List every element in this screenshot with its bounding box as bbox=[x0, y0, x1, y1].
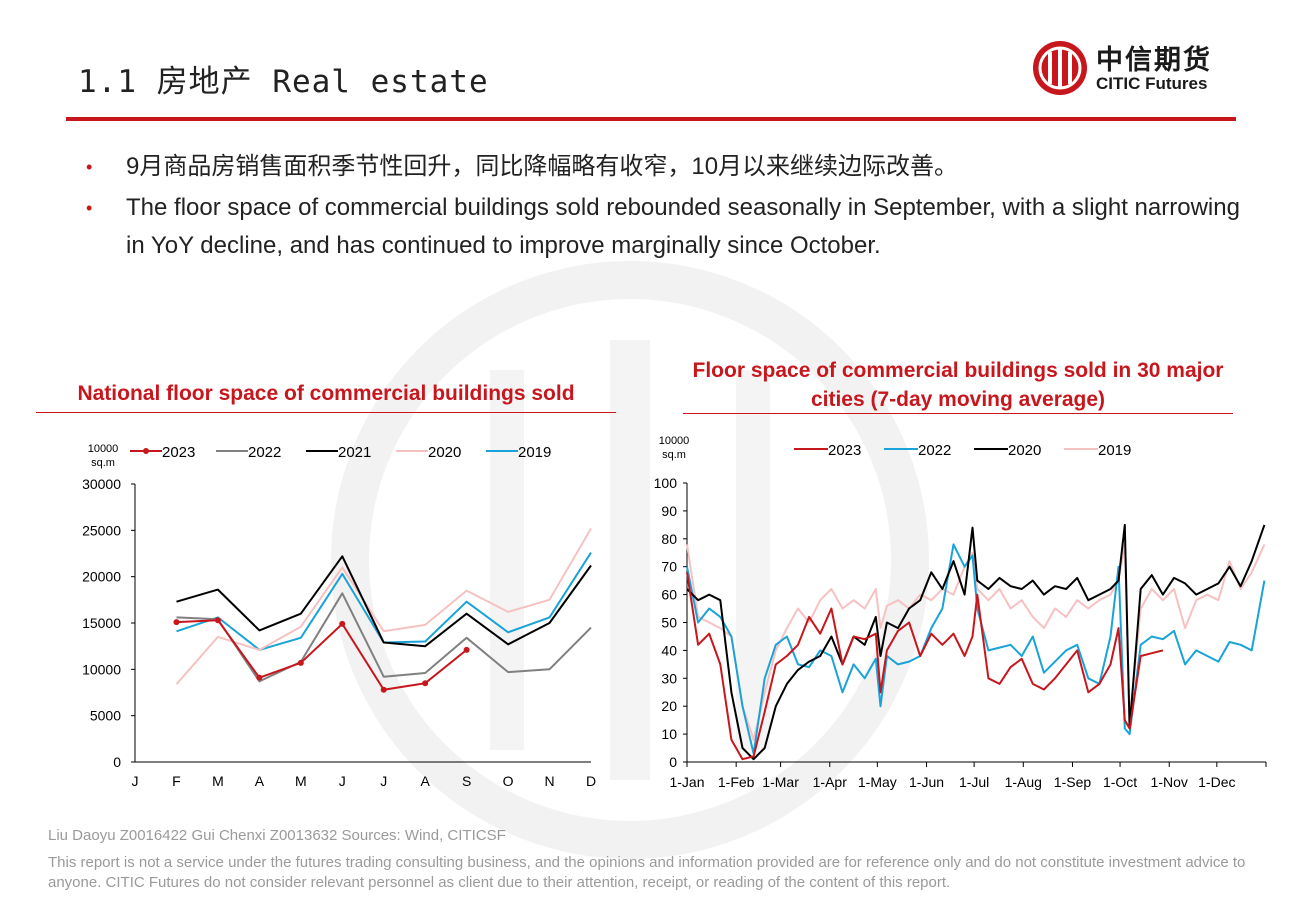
legend-label-2019: 2019 bbox=[518, 444, 551, 461]
y-tick-label: 0 bbox=[113, 754, 121, 770]
bullet-text-en: The floor space of commercial buildings … bbox=[126, 194, 1240, 259]
y-tick-label: 80 bbox=[661, 531, 677, 547]
data-point-2023 bbox=[380, 686, 387, 693]
data-point-2023 bbox=[339, 620, 346, 627]
citic-logo: 中信期货 CITIC Futures bbox=[1030, 38, 1240, 98]
title-divider bbox=[66, 117, 1236, 121]
chart-title-rule-left bbox=[36, 412, 616, 413]
x-tick-label: 1-Jan bbox=[669, 774, 704, 790]
y-tick-label: 90 bbox=[661, 503, 677, 519]
footer-source: Liu Daoyu Z0016422 Gui Chenxi Z0013632 S… bbox=[48, 827, 506, 844]
y-tick-label: 15000 bbox=[82, 615, 121, 631]
x-tick-label: 1-Oct bbox=[1103, 774, 1137, 790]
x-tick-label: M bbox=[295, 773, 307, 789]
chart-title-national: National floor space of commercial build… bbox=[77, 382, 575, 405]
y-tick-label: 20000 bbox=[82, 569, 121, 585]
logo-english-text: CITIC Futures bbox=[1096, 74, 1208, 93]
series-line-2023 bbox=[686, 572, 1164, 761]
y-tick-label: 50 bbox=[661, 615, 677, 631]
data-point-2023 bbox=[256, 674, 263, 681]
y-tick-label: 30 bbox=[661, 670, 677, 686]
y-tick-label: 0 bbox=[669, 754, 677, 770]
bullet-text-cn: 9月商品房销售面积季节性回升，同比降幅略有收窄，10月以来继续边际改善。 bbox=[126, 153, 959, 180]
data-point-2023 bbox=[297, 659, 304, 666]
x-tick-label: 1-Jun bbox=[909, 774, 944, 790]
x-tick-label: 1-Aug bbox=[1005, 774, 1042, 790]
legend-label-2022: 2022 bbox=[918, 442, 951, 459]
x-tick-label: J bbox=[380, 773, 387, 789]
x-tick-label: F bbox=[172, 773, 181, 789]
x-tick-label: 1-May bbox=[858, 774, 897, 790]
data-point-2023 bbox=[173, 619, 180, 626]
x-tick-label: S bbox=[462, 773, 471, 789]
legend-label-2021: 2021 bbox=[338, 444, 371, 461]
bullet-dot: • bbox=[86, 157, 93, 177]
page-title: 1.1 房地产 Real estate bbox=[78, 64, 489, 100]
x-tick-label: D bbox=[586, 773, 596, 789]
x-tick-label: 1-Apr bbox=[813, 774, 848, 790]
y-tick-label: 100 bbox=[654, 475, 678, 491]
x-tick-label: 1-Mar bbox=[762, 774, 799, 790]
x-tick-label: A bbox=[255, 773, 265, 789]
series-line-2021 bbox=[176, 555, 592, 648]
x-tick-label: 1-Feb bbox=[718, 774, 755, 790]
y-unit-label: sq.m bbox=[91, 457, 115, 469]
y-unit-label: sq.m bbox=[662, 449, 686, 461]
y-unit-label: 10000 bbox=[88, 443, 119, 455]
y-tick-label: 60 bbox=[661, 587, 677, 603]
y-tick-label: 30000 bbox=[82, 476, 121, 492]
y-tick-label: 20 bbox=[661, 698, 677, 714]
chart-title-rule-right bbox=[683, 413, 1233, 414]
legend-label-2019: 2019 bbox=[1098, 442, 1131, 459]
legend-label-2020: 2020 bbox=[1008, 442, 1041, 459]
legend-label-2022: 2022 bbox=[248, 444, 281, 461]
series-line-2020 bbox=[686, 523, 1266, 761]
logo-chinese-text: 中信期货 bbox=[1096, 45, 1212, 76]
y-tick-label: 25000 bbox=[82, 522, 121, 538]
series-line-2019 bbox=[686, 543, 1266, 741]
legend-marker-2023 bbox=[143, 448, 149, 454]
x-tick-label: J bbox=[339, 773, 346, 789]
x-tick-label: M bbox=[212, 773, 224, 789]
x-tick-label: N bbox=[544, 773, 554, 789]
x-tick-label: J bbox=[132, 773, 139, 789]
x-tick-label: O bbox=[503, 773, 514, 789]
series-line-2020 bbox=[175, 527, 592, 685]
legend-label-2020: 2020 bbox=[428, 444, 461, 461]
x-tick-label: 1-Jul bbox=[959, 774, 989, 790]
series-line-2022 bbox=[176, 592, 592, 683]
y-tick-label: 70 bbox=[661, 559, 677, 575]
x-tick-label: 1-Nov bbox=[1151, 774, 1188, 790]
series-line-2022 bbox=[686, 543, 1266, 755]
y-tick-label: 40 bbox=[661, 642, 677, 658]
series-line-2023 bbox=[176, 619, 468, 691]
bullet-dot: • bbox=[86, 198, 93, 218]
chart-title-30-cities: Floor space of commercial buildings sold… bbox=[692, 359, 1224, 411]
legend-label-2023: 2023 bbox=[828, 442, 861, 459]
footer-disclaimer: This report is not a service under the f… bbox=[48, 854, 1246, 891]
citic-logo-icon bbox=[1033, 41, 1087, 95]
bullet-list: • 9月商品房销售面积季节性回升，同比降幅略有收窄，10月以来继续边际改善。 •… bbox=[86, 148, 1246, 268]
x-tick-label: 1-Dec bbox=[1198, 774, 1235, 790]
bullet-item-en: • The floor space of commercial building… bbox=[86, 189, 1246, 265]
y-unit-label: 10000 bbox=[659, 435, 690, 447]
x-tick-label: A bbox=[421, 773, 431, 789]
y-tick-label: 5000 bbox=[90, 708, 121, 724]
bullet-item-cn: • 9月商品房销售面积季节性回升，同比降幅略有收窄，10月以来继续边际改善。 bbox=[86, 148, 1246, 186]
x-tick-label: 1-Sep bbox=[1054, 774, 1092, 790]
series-line-2019 bbox=[176, 552, 592, 651]
data-point-2023 bbox=[463, 646, 470, 653]
y-tick-label: 10 bbox=[661, 726, 677, 742]
data-point-2023 bbox=[422, 680, 429, 687]
legend-label-2023: 2023 bbox=[162, 444, 195, 461]
y-tick-label: 10000 bbox=[82, 661, 121, 677]
data-point-2023 bbox=[214, 617, 221, 624]
